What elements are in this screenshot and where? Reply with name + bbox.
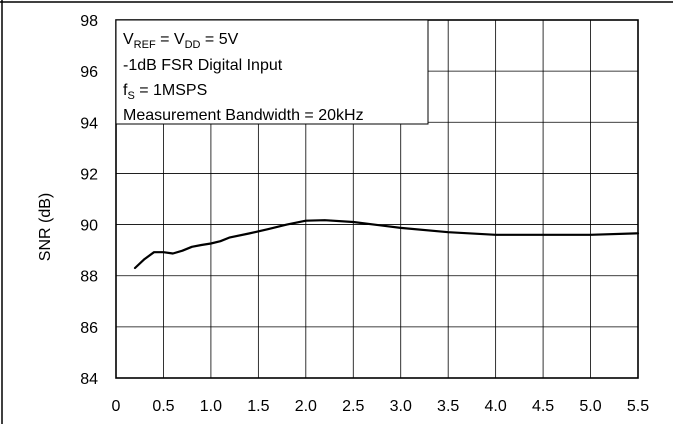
y-tick-label: 86 [80,320,98,337]
y-tick-label: 96 [80,64,98,81]
x-tick-label: 0 [112,398,121,415]
annotation-line: VREF = VDD = 5V [123,31,239,51]
x-tick-label: 5.0 [579,398,601,415]
annotation-line: fS = 1MSPS [123,82,207,102]
x-tick-label: 5.5 [627,398,649,415]
annotation-box [115,19,429,125]
x-tick-label: 1.0 [200,398,222,415]
x-tick-label: 4.0 [485,398,507,415]
x-tick-label: 3.5 [437,398,459,415]
annotation-line: -1dB FSR Digital Input [123,57,283,74]
series [133,219,640,270]
y-tick-label: 94 [80,115,98,132]
annotation-line: Measurement Bandwidth = 20kHz [123,107,364,124]
x-tick-label: 0.5 [152,398,174,415]
y-tick-label: 98 [80,13,98,30]
y-axis-title: SNR (dB) [37,193,54,261]
x-tick-label: 4.5 [532,398,554,415]
axis-ticks: 0 0.5 1.0 1.5 2.0 2.5 3.0 3.5 4.0 4.5 5.0 5.5 84 86 88… [80,13,649,415]
x-tick-label: 1.5 [247,398,269,415]
snr-curve [133,219,640,270]
x-tick-label: 3.0 [390,398,412,415]
annotations: VREF = VDD = 5V -1dB FSR Digital Input fS … [115,19,429,125]
y-tick-label: 90 [80,218,98,235]
x-tick-label: 2.5 [342,398,364,415]
y-tick-label: 92 [80,166,98,183]
y-tick-label: 88 [80,269,98,286]
x-tick-label: 2.0 [295,398,317,415]
y-tick-label: 84 [80,371,98,388]
